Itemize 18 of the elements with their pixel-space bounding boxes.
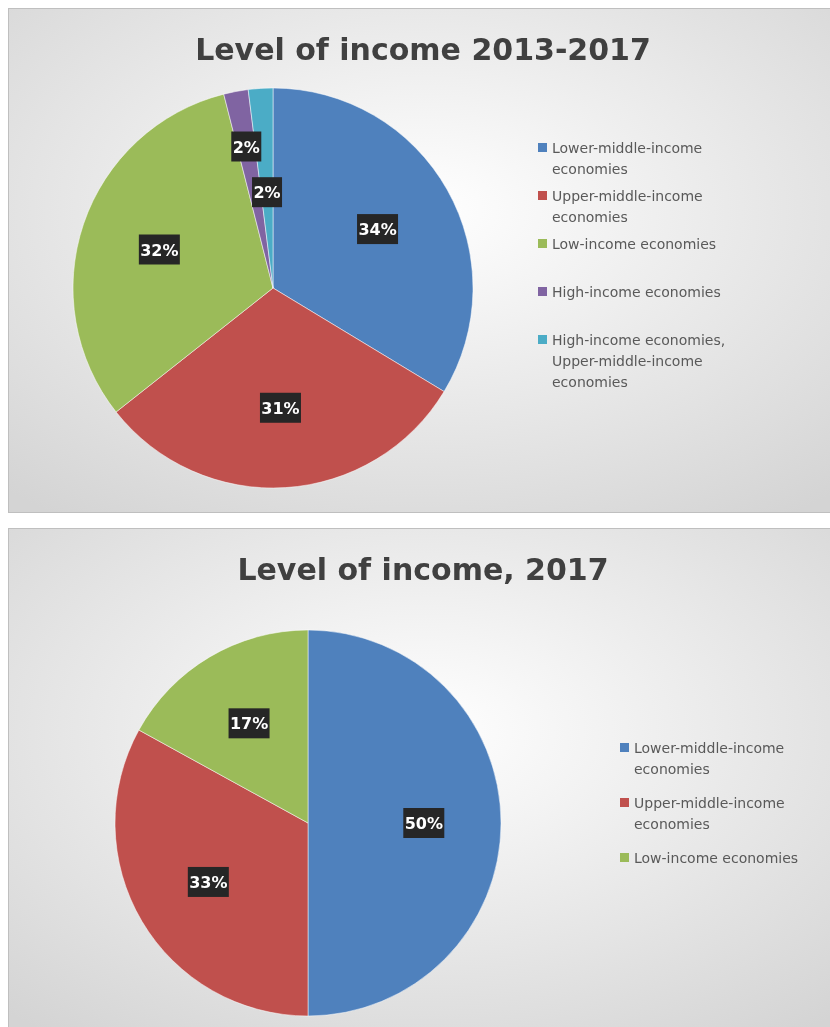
legend-label: Low-income economies (552, 236, 717, 252)
slice-label: Lower-middle-income economies (634, 740, 785, 777)
chart-title: Level of income 2013-2017 (195, 32, 651, 67)
data-label: 50% (404, 814, 443, 833)
legend-label: High-income economies, Upper-middle-income economies (552, 332, 726, 390)
data-label: 31% (261, 398, 300, 418)
slice-label: Lower-middle-income economies (552, 140, 703, 177)
data-label: 2% (253, 183, 281, 203)
legend-label: Upper-middle-income economies (552, 188, 703, 225)
data-label: 32% (140, 240, 179, 260)
legend-label: Low-income economies (634, 850, 799, 866)
legend-label: High-income economies (552, 284, 721, 300)
data-label: 2% (232, 137, 260, 157)
data-label: 33% (189, 872, 228, 892)
data-label: 17% (229, 714, 269, 734)
data-label: 34% (358, 220, 397, 240)
legend-label: Upper-middle-income economies (634, 795, 785, 832)
chart-title: Level of income, 2017 (237, 552, 609, 587)
